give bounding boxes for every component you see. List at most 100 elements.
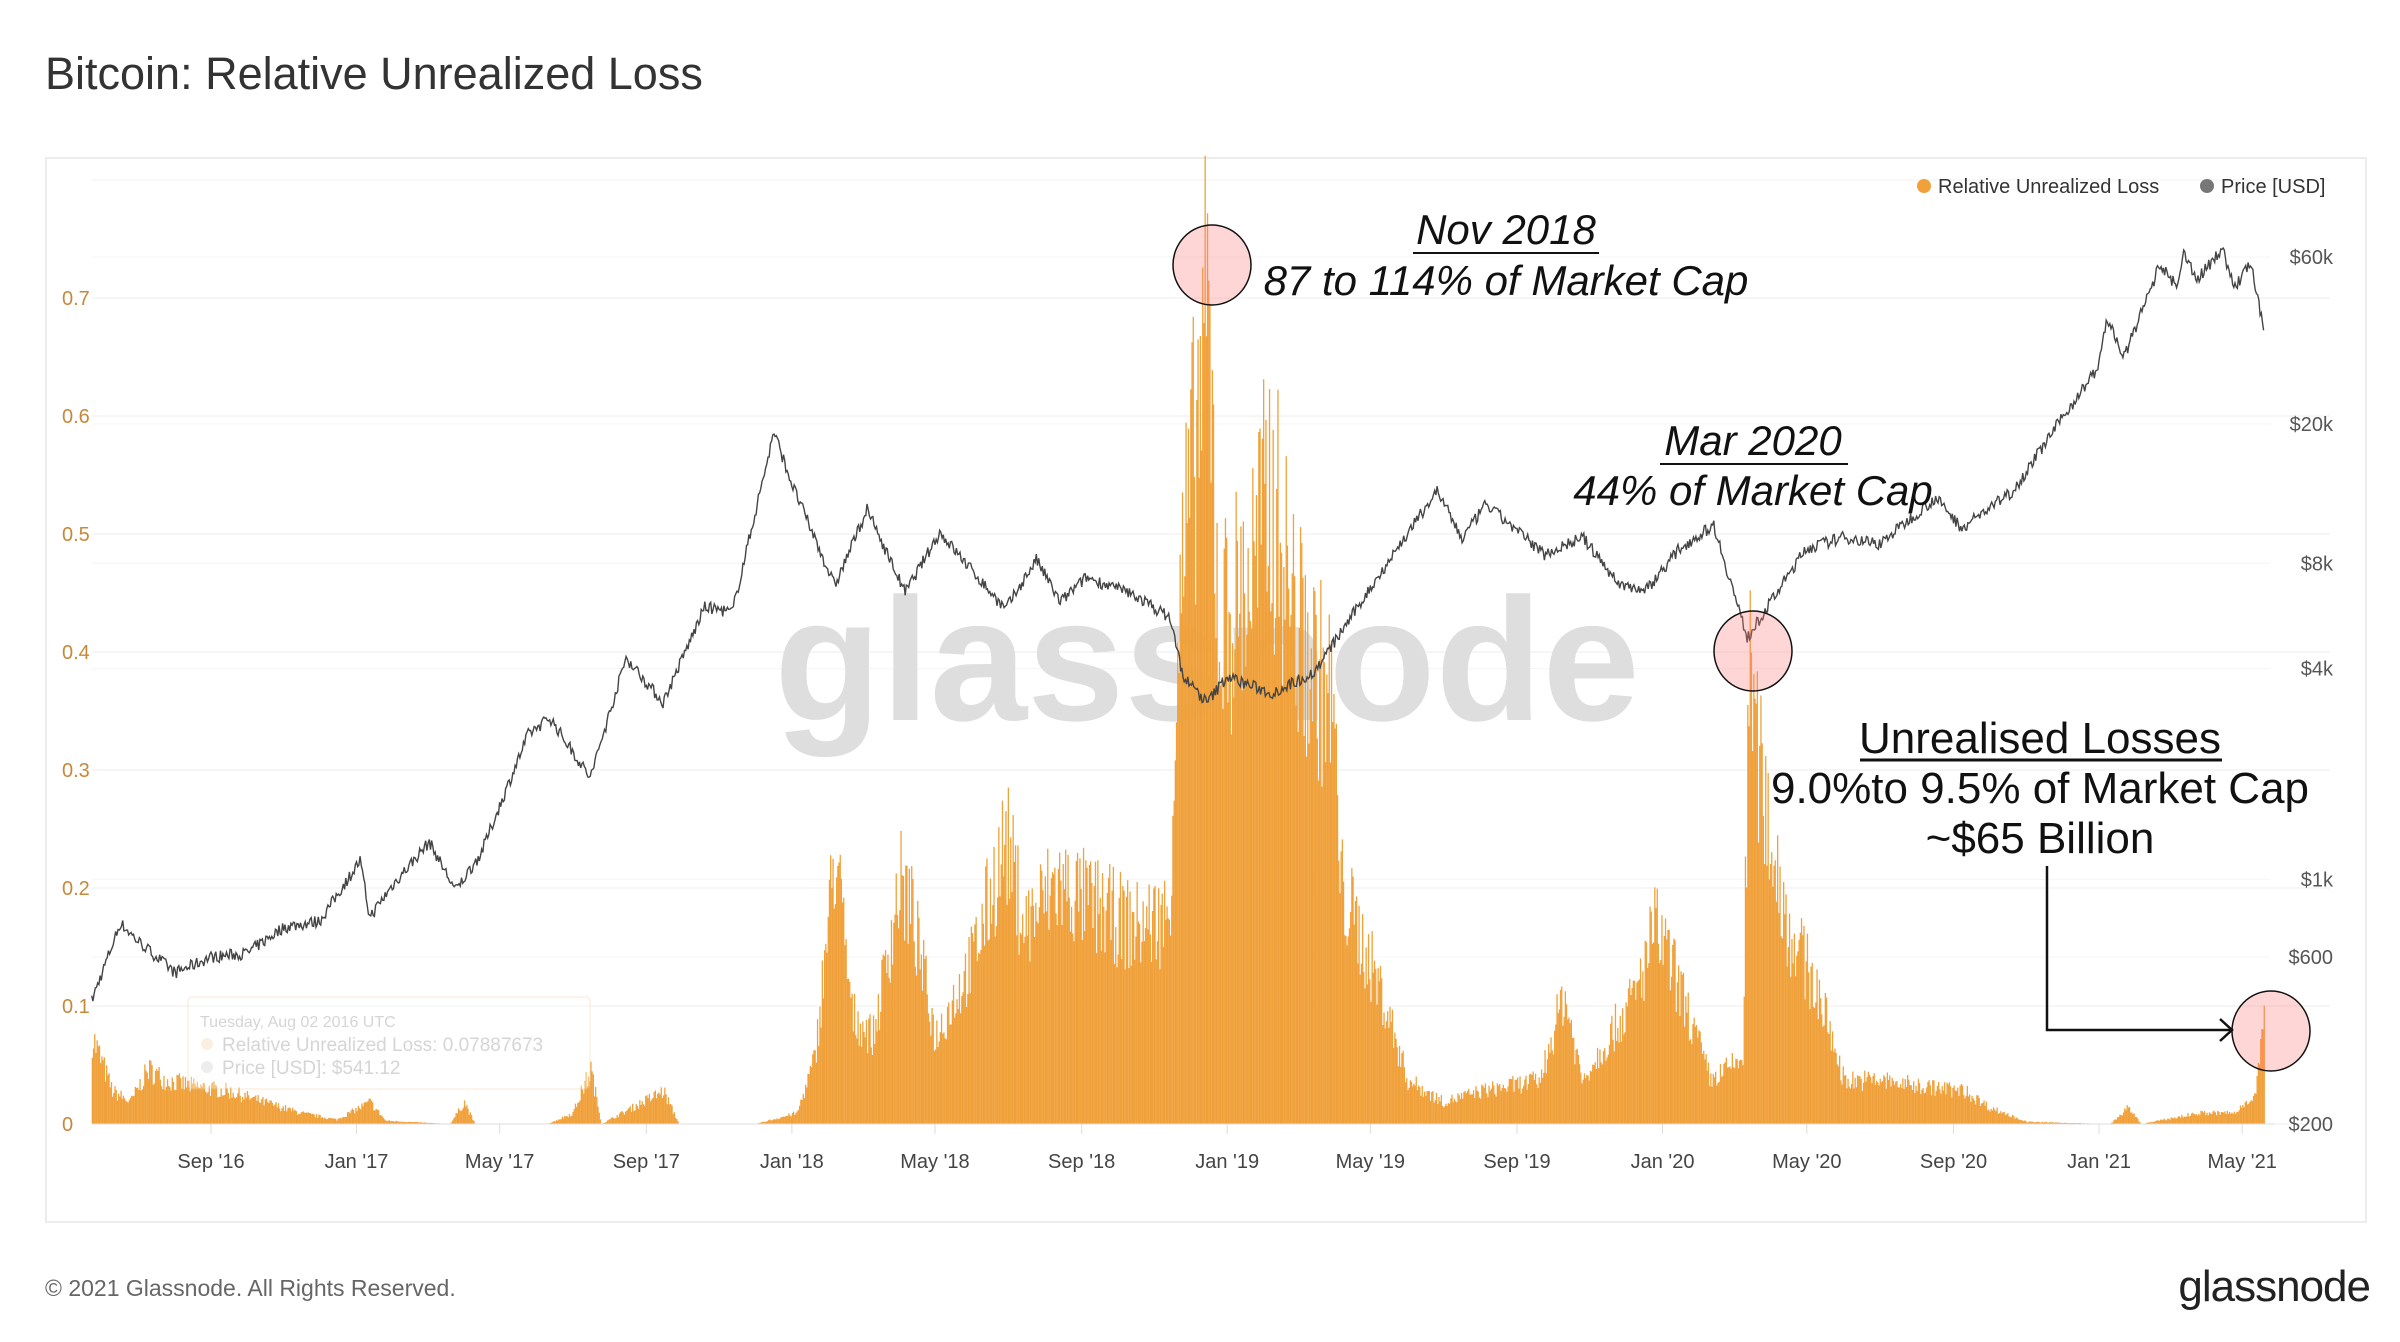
loss-bar [1604,1048,1606,1124]
loss-bar [1364,988,1366,1124]
loss-bar [1627,988,1630,1124]
loss-bar [214,1084,216,1124]
loss-bar [1556,994,1558,1124]
loss-bar [2242,1104,2244,1124]
loss-bar [1574,1064,1576,1124]
loss-bar [1622,1008,1624,1124]
loss-bar [1425,1095,1427,1124]
loss-bar [858,1045,860,1124]
loss-bar [226,1088,228,1124]
loss-bar [146,1072,148,1124]
loss-bar [961,996,963,1124]
loss-bar [2170,1117,2172,1124]
loss-bar [2162,1120,2164,1124]
loss-bar [966,1007,968,1124]
loss-bar [2133,1113,2135,1124]
loss-bar [2009,1116,2011,1124]
loss-bar [1246,634,1248,1124]
loss-bar [1018,954,1020,1124]
loss-bar [1557,1013,1559,1124]
loss-bar [1753,673,1755,1124]
loss-bar [664,1087,666,1124]
loss-bar [779,1117,782,1124]
loss-bar [1902,1078,1904,1124]
loss-bar [215,1085,218,1124]
loss-bar [2241,1107,2243,1124]
loss-bar [1339,893,1341,1124]
loss-bar [1538,1077,1540,1124]
loss-bar [2013,1116,2015,1124]
loss-bar [1774,860,1776,1124]
loss-bar [1396,1047,1398,1124]
loss-bar [1537,1087,1539,1124]
loss-bar [1054,867,1056,1124]
loss-bar [1489,1090,1491,1124]
loss-bar [243,1099,245,1124]
loss-bar [459,1110,461,1124]
loss-bar [1988,1109,1990,1124]
loss-bar [776,1118,778,1124]
loss-bar [1168,919,1170,1124]
loss-bar [1822,1026,1824,1124]
loss-bar [856,1038,858,1124]
loss-bar [998,827,1000,1124]
loss-bar [2201,1111,2203,1124]
loss-bar [1398,1045,1401,1124]
loss-bar [251,1097,253,1124]
loss-bar [327,1118,330,1124]
loss-bar [2118,1117,2120,1124]
loss-bar [553,1121,555,1124]
loss-bar [1022,914,1024,1124]
loss-bar [316,1114,318,1124]
loss-bar [1617,1027,1619,1124]
loss-bar [1889,1075,1891,1124]
loss-bar [923,939,925,1124]
loss-bar [141,1089,144,1124]
x-tick-label: Sep '20 [1920,1151,1987,1173]
loss-bar [134,1086,136,1124]
loss-bar [1655,907,1657,1124]
legend-label-price[interactable]: Price [USD] [2221,176,2325,198]
loss-bar [836,877,838,1124]
loss-bar [1879,1078,1881,1124]
loss-bar [1729,1066,1731,1124]
loss-bar [783,1116,785,1124]
loss-bar [350,1110,352,1124]
loss-bar [1669,990,1671,1124]
loss-bar [1156,941,1159,1124]
loss-bar [627,1109,629,1124]
loss-bar [1948,1082,1951,1124]
loss-bar [1724,1062,1726,1124]
loss-bar [1203,322,1205,1124]
loss-bar [1369,979,1371,1124]
loss-bar [1327,693,1329,1124]
loss-bar [1545,1073,1547,1124]
loss-bar [1558,1009,1561,1124]
loss-bar [628,1107,630,1124]
loss-bar [562,1118,565,1124]
loss-bar [1914,1093,1916,1124]
legend-label-loss[interactable]: Relative Unrealized Loss [1938,176,2159,198]
loss-bar [578,1102,580,1124]
loss-bar [1723,1063,1725,1124]
loss-bar [1533,1079,1535,1124]
loss-bar [101,1056,103,1124]
loss-bar [1967,1096,1970,1124]
loss-bar [2037,1121,2039,1124]
loss-bar [1915,1085,1917,1124]
loss-bar [1506,1091,1508,1124]
loss-bar [929,1021,931,1124]
loss-bar [263,1105,265,1124]
highlight-circle [2231,990,2311,1072]
loss-bar [1062,864,1064,1124]
loss-bar [865,1019,868,1124]
right-tick-label: $200 [2289,1114,2334,1136]
loss-bar [1950,1086,1952,1124]
loss-bar [1704,1059,1706,1124]
loss-bar [1429,1100,1432,1124]
footer-logo[interactable]: glassnode [2178,1262,2371,1311]
loss-bar [1403,1067,1405,1124]
loss-bar [1785,894,1787,1124]
loss-bar [937,1047,939,1124]
loss-bar [577,1102,579,1124]
